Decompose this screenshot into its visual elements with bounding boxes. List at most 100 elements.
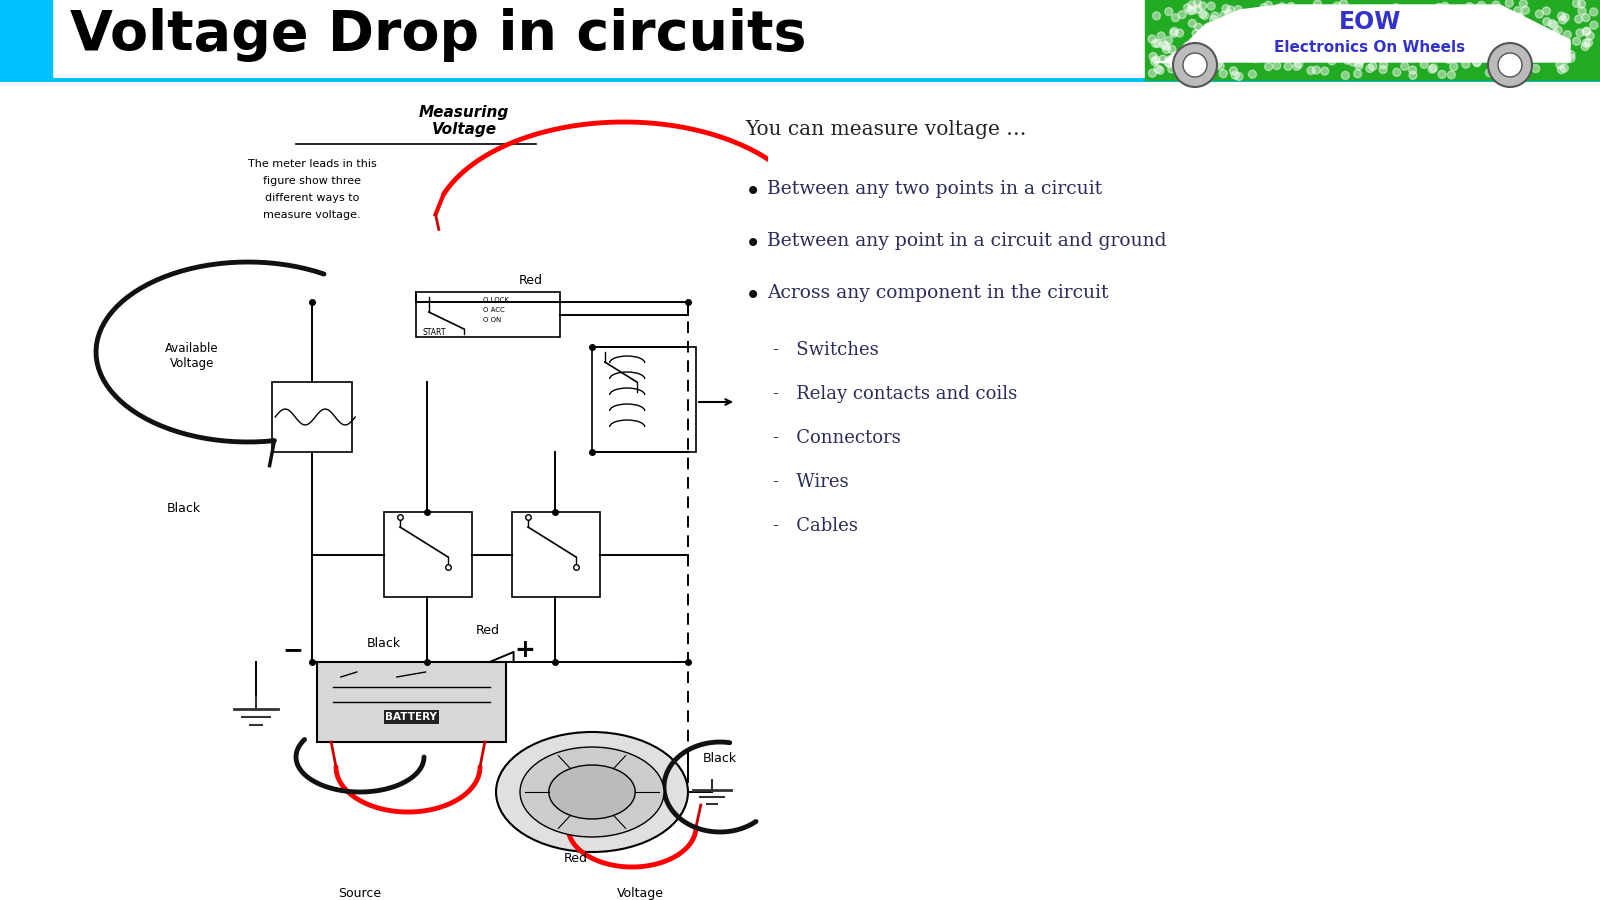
Circle shape (1590, 8, 1598, 16)
Circle shape (1416, 14, 1424, 22)
Polygon shape (1155, 28, 1570, 62)
Circle shape (1474, 58, 1482, 66)
Circle shape (1259, 4, 1267, 12)
Circle shape (1514, 6, 1522, 14)
Circle shape (1405, 48, 1413, 55)
Circle shape (1264, 1, 1272, 9)
Text: You can measure voltage …: You can measure voltage … (746, 120, 1026, 139)
Circle shape (1483, 47, 1491, 55)
Circle shape (1406, 37, 1414, 44)
Circle shape (1558, 43, 1566, 51)
Circle shape (1189, 6, 1197, 14)
Circle shape (1200, 12, 1208, 20)
Bar (416, 292, 560, 337)
Text: The meter leads in this: The meter leads in this (248, 159, 376, 169)
Circle shape (1480, 48, 1488, 56)
Circle shape (1485, 53, 1493, 61)
Circle shape (1275, 37, 1283, 45)
Circle shape (1448, 71, 1456, 79)
Circle shape (1550, 34, 1558, 41)
Circle shape (1264, 63, 1272, 71)
Circle shape (1320, 68, 1328, 75)
Circle shape (1294, 60, 1302, 68)
Circle shape (1277, 24, 1285, 32)
Circle shape (1573, 0, 1581, 7)
Text: BATTERY: BATTERY (386, 712, 437, 722)
Text: Between any point in a circuit and ground: Between any point in a circuit and groun… (766, 232, 1166, 250)
Circle shape (1416, 9, 1424, 17)
Circle shape (1582, 14, 1590, 22)
Circle shape (1437, 9, 1445, 17)
Circle shape (1168, 56, 1176, 64)
Circle shape (1528, 22, 1536, 30)
Circle shape (1192, 30, 1200, 38)
Circle shape (1275, 35, 1283, 43)
Circle shape (1219, 11, 1227, 19)
Circle shape (1354, 15, 1362, 22)
Text: Voltage: Voltage (170, 357, 214, 370)
Circle shape (1429, 32, 1437, 40)
Circle shape (1400, 32, 1408, 39)
Circle shape (1528, 39, 1536, 47)
Circle shape (1357, 53, 1365, 61)
Text: Measuring: Measuring (419, 105, 509, 120)
Text: -   Wires: - Wires (773, 473, 848, 491)
Circle shape (1458, 50, 1466, 58)
Circle shape (1346, 53, 1354, 61)
Circle shape (1427, 51, 1435, 59)
Circle shape (1478, 26, 1486, 34)
Circle shape (1558, 40, 1566, 48)
Text: Red: Red (563, 852, 589, 865)
Circle shape (1213, 35, 1221, 43)
Circle shape (1554, 36, 1562, 44)
Circle shape (1280, 26, 1288, 34)
Circle shape (1318, 25, 1326, 33)
Text: different ways to: different ways to (266, 193, 358, 203)
Circle shape (1491, 37, 1499, 45)
Circle shape (1325, 6, 1333, 14)
Circle shape (1274, 4, 1282, 13)
Circle shape (1208, 65, 1216, 73)
Circle shape (1499, 67, 1507, 75)
Circle shape (1286, 11, 1294, 19)
Circle shape (1515, 14, 1523, 22)
Text: −: − (282, 638, 304, 662)
Bar (317, 662, 506, 742)
Circle shape (1349, 58, 1357, 66)
Text: Red: Red (477, 624, 499, 637)
Circle shape (1435, 4, 1443, 12)
Circle shape (1198, 10, 1206, 18)
Circle shape (1379, 66, 1387, 74)
Circle shape (1421, 60, 1429, 68)
Circle shape (1525, 61, 1533, 69)
Circle shape (1514, 26, 1522, 34)
Circle shape (1347, 55, 1355, 63)
Circle shape (1488, 43, 1533, 87)
Circle shape (1309, 49, 1317, 57)
Circle shape (1486, 14, 1494, 22)
Circle shape (1590, 21, 1598, 29)
Circle shape (1525, 48, 1533, 56)
Circle shape (1210, 40, 1218, 48)
Circle shape (1506, 0, 1514, 7)
Circle shape (1267, 21, 1275, 29)
Circle shape (1584, 39, 1592, 47)
Circle shape (1403, 22, 1411, 29)
Circle shape (1317, 19, 1325, 27)
Circle shape (1171, 60, 1179, 68)
Circle shape (1338, 27, 1346, 35)
Circle shape (1314, 0, 1322, 8)
Bar (0, 0, 51, 80)
Circle shape (1453, 21, 1461, 29)
Circle shape (1187, 1, 1195, 9)
Circle shape (1354, 70, 1362, 77)
Text: Black: Black (166, 502, 202, 515)
Circle shape (1171, 52, 1179, 60)
Circle shape (1270, 50, 1278, 58)
Circle shape (1216, 62, 1224, 70)
Circle shape (1296, 11, 1304, 19)
Circle shape (1581, 42, 1589, 50)
Circle shape (1368, 33, 1376, 41)
Circle shape (1504, 33, 1512, 41)
Circle shape (1251, 55, 1259, 62)
